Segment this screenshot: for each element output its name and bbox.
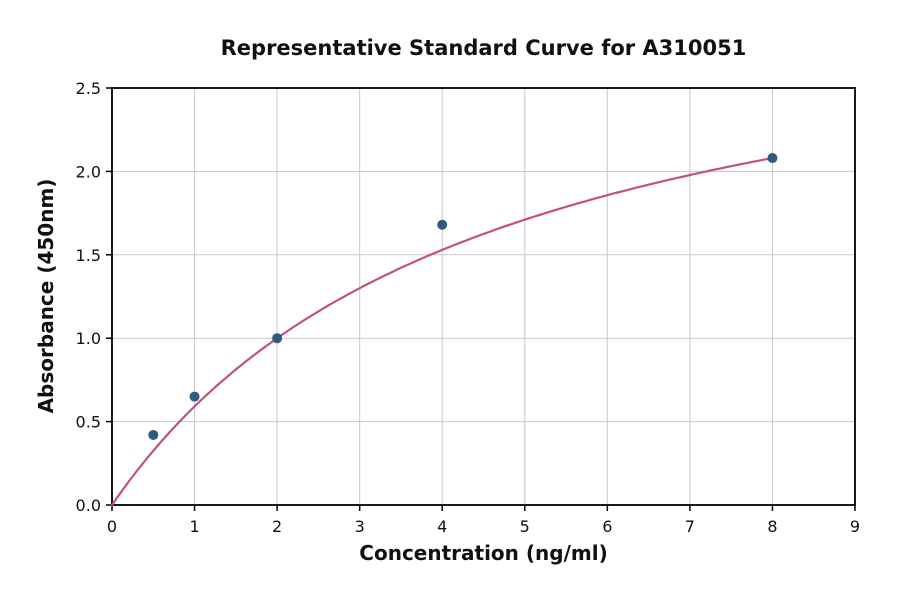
chart-title: Representative Standard Curve for A31005… [220,36,747,60]
data-point [272,333,283,344]
data-point [189,391,200,402]
x-tick-label: 7 [685,517,695,536]
plot-border [111,87,856,506]
fit-curve-line [110,157,774,507]
x-tick-label: 1 [189,517,199,536]
x-tick-label: 6 [602,517,612,536]
y-tick-label: 0.5 [76,413,101,432]
y-tick-label: 1.0 [76,329,101,348]
x-axis-label: Concentration (ng/ml) [359,541,608,565]
x-tick-label: 9 [850,517,860,536]
y-tick-label: 2.0 [76,162,101,181]
x-tick-label: 3 [355,517,365,536]
y-tick-label: 2.5 [76,79,101,98]
data-point [767,153,778,164]
x-tick-label: 4 [437,517,447,536]
y-tick-label: 0.0 [76,496,101,515]
y-tick-label: 1.5 [76,246,101,265]
x-tick-label: 8 [767,517,777,536]
data-point [437,219,448,230]
y-axis-label: Absorbance (450nm) [34,178,58,414]
x-tick-label: 2 [272,517,282,536]
data-point [148,429,159,440]
x-tick-label: 5 [520,517,530,536]
x-tick-label: 0 [107,517,117,536]
